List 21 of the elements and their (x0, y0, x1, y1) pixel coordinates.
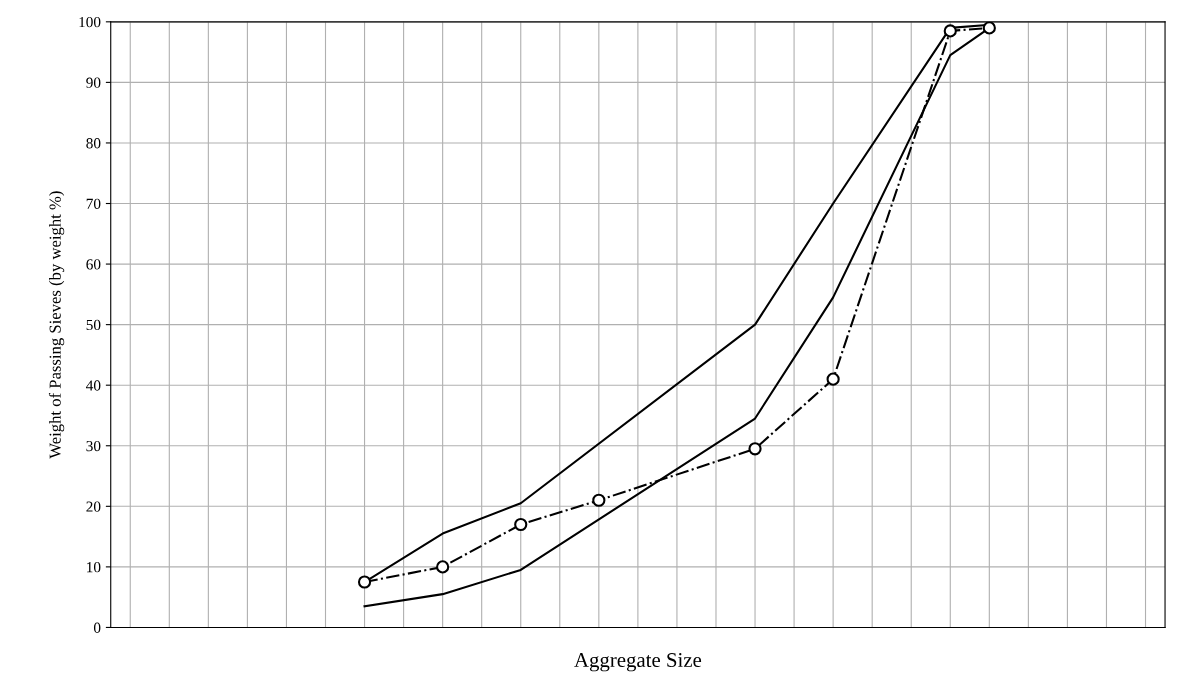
point (982, 21, 996, 35)
y-tick-label: 40 (86, 380, 101, 391)
point (357, 575, 372, 589)
y-tick-label: 20 (86, 501, 101, 512)
y-tick-label: 10 (87, 562, 101, 573)
point (592, 493, 606, 507)
x-axis-title: Aggregate Size (574, 653, 702, 672)
point (748, 442, 762, 456)
y-tick-label: 100 (79, 16, 101, 28)
y-axis-title: Weight of Passing Sieves (by weight %) (48, 191, 65, 459)
y-tick-label: 90 (86, 77, 101, 88)
y-tick-label: 60 (86, 259, 101, 270)
point (436, 560, 450, 574)
y-tick-label: 50 (86, 319, 101, 331)
point (514, 517, 528, 532)
y-tick-label: 80 (86, 138, 101, 149)
point (826, 372, 840, 386)
y-tick-label: 70 (86, 198, 101, 209)
y-tick-label: 30 (86, 440, 101, 452)
point (943, 24, 957, 38)
y-tick-label: 0 (93, 622, 101, 633)
